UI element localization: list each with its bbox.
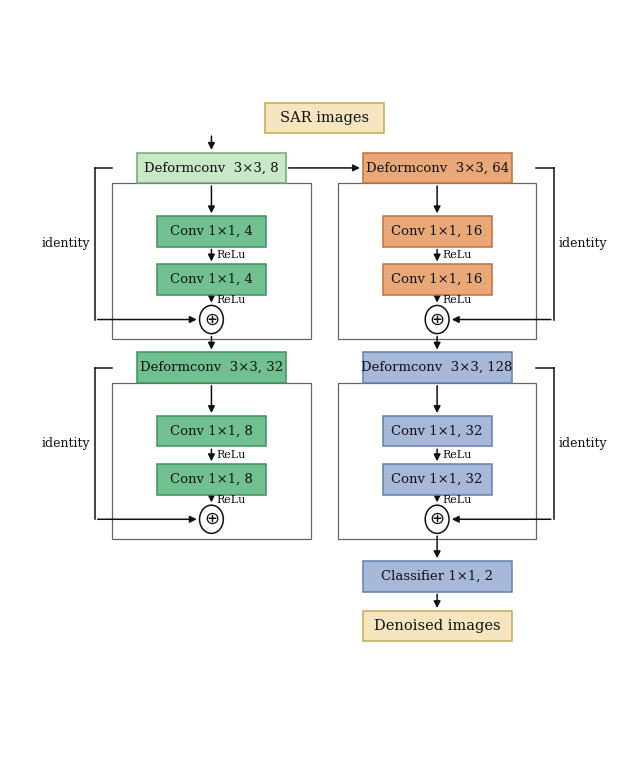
Text: Deformconv  3×3, 128: Deformconv 3×3, 128 — [362, 361, 513, 374]
Text: identity: identity — [42, 237, 90, 250]
Text: Conv 1×1, 32: Conv 1×1, 32 — [392, 425, 483, 438]
Circle shape — [200, 305, 223, 333]
Text: Conv 1×1, 4: Conv 1×1, 4 — [170, 273, 253, 286]
Text: identity: identity — [42, 437, 90, 450]
FancyBboxPatch shape — [157, 264, 266, 295]
FancyBboxPatch shape — [137, 153, 286, 183]
Text: Conv 1×1, 8: Conv 1×1, 8 — [170, 425, 253, 438]
Text: ReLu: ReLu — [442, 450, 472, 460]
Text: ReLu: ReLu — [442, 495, 472, 505]
Bar — [112, 183, 310, 340]
FancyBboxPatch shape — [363, 611, 511, 642]
Text: ⊕: ⊕ — [429, 311, 445, 329]
Text: ⊕: ⊕ — [429, 510, 445, 528]
Text: ReLu: ReLu — [442, 250, 472, 260]
FancyBboxPatch shape — [383, 216, 492, 246]
FancyBboxPatch shape — [363, 561, 511, 591]
Text: Classifier 1×1, 2: Classifier 1×1, 2 — [381, 570, 493, 583]
Text: ReLu: ReLu — [442, 295, 472, 305]
Text: ReLu: ReLu — [216, 495, 246, 505]
Text: Conv 1×1, 16: Conv 1×1, 16 — [392, 225, 483, 238]
FancyBboxPatch shape — [157, 464, 266, 494]
Text: ReLu: ReLu — [216, 295, 246, 305]
Circle shape — [425, 505, 449, 533]
Circle shape — [425, 305, 449, 333]
Text: ReLu: ReLu — [216, 250, 246, 260]
Text: Deformconv  3×3, 64: Deformconv 3×3, 64 — [365, 162, 509, 175]
Text: Denoised images: Denoised images — [374, 620, 500, 633]
Text: ⊕: ⊕ — [204, 311, 219, 329]
FancyBboxPatch shape — [157, 416, 266, 446]
FancyBboxPatch shape — [157, 216, 266, 246]
Text: ⊕: ⊕ — [204, 510, 219, 528]
Text: identity: identity — [559, 237, 607, 250]
Text: Conv 1×1, 16: Conv 1×1, 16 — [392, 273, 483, 286]
Text: ReLu: ReLu — [216, 450, 246, 460]
Text: Deformconv  3×3, 32: Deformconv 3×3, 32 — [140, 361, 283, 374]
FancyBboxPatch shape — [383, 464, 492, 494]
Text: Conv 1×1, 32: Conv 1×1, 32 — [392, 473, 483, 486]
Text: Conv 1×1, 8: Conv 1×1, 8 — [170, 473, 253, 486]
FancyBboxPatch shape — [363, 153, 511, 183]
FancyBboxPatch shape — [137, 353, 286, 383]
FancyBboxPatch shape — [363, 353, 511, 383]
Bar — [338, 183, 536, 340]
Text: Deformconv  3×3, 8: Deformconv 3×3, 8 — [144, 162, 279, 175]
Circle shape — [200, 505, 223, 533]
FancyBboxPatch shape — [265, 103, 384, 134]
Bar — [112, 383, 310, 539]
Text: Conv 1×1, 4: Conv 1×1, 4 — [170, 225, 253, 238]
Text: SAR images: SAR images — [280, 111, 369, 125]
FancyBboxPatch shape — [383, 416, 492, 446]
FancyBboxPatch shape — [383, 264, 492, 295]
Text: identity: identity — [559, 437, 607, 450]
Bar — [338, 383, 536, 539]
